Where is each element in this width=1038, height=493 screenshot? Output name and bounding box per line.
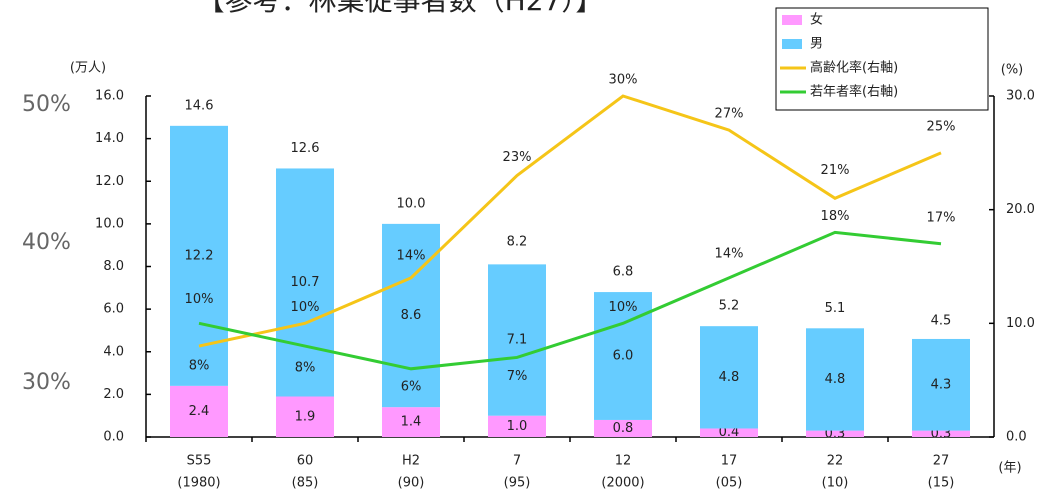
bar bbox=[594, 419, 652, 437]
y-tick-label: 4.0 bbox=[103, 344, 124, 359]
y-tick-label: 0.0 bbox=[103, 430, 124, 445]
bar-label: 2.4 bbox=[189, 404, 210, 419]
bar bbox=[594, 292, 652, 420]
x-tick-label: (95) bbox=[504, 476, 531, 491]
y2-tick-label: 10.0 bbox=[1006, 316, 1035, 331]
bar-label: 0.4 bbox=[719, 425, 740, 440]
bar-label: 7.1 bbox=[507, 333, 528, 348]
x-tick-label: 60 bbox=[297, 454, 314, 469]
y-tick-label: 14.0 bbox=[95, 131, 124, 146]
bar bbox=[276, 168, 334, 397]
line-label: 6% bbox=[401, 379, 422, 394]
total-label: 10.0 bbox=[397, 196, 426, 211]
x-tick-label: (90) bbox=[398, 476, 425, 491]
bar-label: 4.8 bbox=[825, 372, 846, 387]
bar-label: 0.8 bbox=[613, 421, 634, 436]
x-tick-label: S55 bbox=[187, 454, 212, 469]
line-label: 10% bbox=[609, 300, 638, 315]
total-label: 12.6 bbox=[291, 141, 320, 156]
line-label: 18% bbox=[821, 209, 850, 224]
x-tick-label: (15) bbox=[928, 476, 955, 491]
line-label: 14% bbox=[715, 246, 744, 261]
x-tick-label: 17 bbox=[721, 454, 738, 469]
line-label: 30% bbox=[609, 73, 638, 88]
line-label: 10% bbox=[185, 292, 214, 307]
x-tick-label: (85) bbox=[292, 476, 319, 491]
legend-swatch bbox=[782, 39, 802, 49]
bar-label: 1.0 bbox=[507, 419, 528, 434]
line-label: 8% bbox=[295, 361, 316, 376]
bar-label: 1.4 bbox=[401, 415, 422, 430]
y-tick-label: 12.0 bbox=[95, 174, 124, 189]
total-label: 5.2 bbox=[719, 299, 740, 314]
y2-tick-label: 20.0 bbox=[1006, 202, 1035, 217]
line bbox=[198, 230, 942, 371]
side-label: 40% bbox=[22, 230, 71, 255]
line-label: 10% bbox=[291, 300, 320, 315]
bar bbox=[912, 338, 970, 431]
x-tick-label: (05) bbox=[716, 476, 743, 491]
bar-label: 4.3 bbox=[931, 377, 952, 392]
line bbox=[198, 94, 942, 348]
side-label: 50% bbox=[22, 92, 71, 117]
bar bbox=[700, 428, 758, 437]
bar bbox=[488, 264, 546, 416]
y-tick-label: 16.0 bbox=[95, 89, 124, 104]
total-label: 6.8 bbox=[613, 265, 634, 280]
legend-label: 男 bbox=[810, 37, 823, 52]
bar bbox=[276, 396, 334, 437]
line-label: 8% bbox=[189, 359, 210, 374]
x-tick-label: H2 bbox=[402, 454, 420, 469]
bar bbox=[806, 430, 864, 437]
x-tick-label: (1980) bbox=[177, 476, 220, 491]
line-label: 21% bbox=[821, 163, 850, 178]
x-tick-label: 7 bbox=[513, 454, 521, 469]
bar bbox=[806, 328, 864, 431]
line-label: 23% bbox=[503, 150, 532, 165]
bar bbox=[170, 385, 228, 437]
x-tick-label: 12 bbox=[615, 454, 632, 469]
total-label: 4.5 bbox=[931, 314, 952, 329]
line-label: 27% bbox=[715, 107, 744, 122]
x-tick-label: (2000) bbox=[601, 476, 644, 491]
bar-label: 12.2 bbox=[185, 248, 214, 263]
line-label: 14% bbox=[397, 248, 426, 263]
legend-label: 高齢化率(右軸) bbox=[810, 60, 898, 76]
bar-label: 4.8 bbox=[719, 370, 740, 385]
legend-swatch bbox=[782, 15, 802, 25]
bar-label: 10.7 bbox=[291, 275, 320, 290]
bar bbox=[700, 326, 758, 429]
legend-label: 若年者率(右軸) bbox=[810, 84, 898, 100]
bar bbox=[382, 407, 440, 437]
bar-label: 8.6 bbox=[401, 308, 422, 323]
bar bbox=[912, 430, 970, 437]
total-label: 14.6 bbox=[185, 98, 214, 113]
side-label: 30% bbox=[22, 370, 71, 395]
x-unit: (年) bbox=[998, 461, 1021, 476]
bar-label: 1.9 bbox=[295, 409, 316, 424]
line-label: 25% bbox=[927, 119, 956, 134]
y-tick-label: 8.0 bbox=[103, 259, 124, 274]
chart-title: 【参考：林業従事者数（H27）】 bbox=[197, 0, 604, 17]
total-label: 5.1 bbox=[825, 301, 846, 316]
y-unit: (万人) bbox=[70, 61, 106, 76]
bar-label: 6.0 bbox=[613, 349, 634, 364]
legend-box bbox=[775, 7, 989, 111]
legend-label: 女 bbox=[810, 12, 823, 28]
line-label: 17% bbox=[927, 210, 956, 225]
y-tick-label: 2.0 bbox=[103, 387, 124, 402]
y-tick-label: 6.0 bbox=[103, 302, 124, 317]
y-tick-label: 10.0 bbox=[95, 216, 124, 231]
total-label: 8.2 bbox=[507, 235, 528, 250]
x-tick-label: 22 bbox=[827, 454, 844, 469]
x-tick-label: (10) bbox=[822, 476, 849, 491]
bar bbox=[488, 415, 546, 437]
line-label: 7% bbox=[507, 369, 528, 384]
y2-tick-label: 30.0 bbox=[1006, 89, 1035, 104]
y2-tick-label: 0.0 bbox=[1006, 430, 1027, 445]
bar bbox=[382, 223, 440, 408]
y2-unit: (%) bbox=[1001, 63, 1024, 78]
x-tick-label: 27 bbox=[933, 454, 950, 469]
